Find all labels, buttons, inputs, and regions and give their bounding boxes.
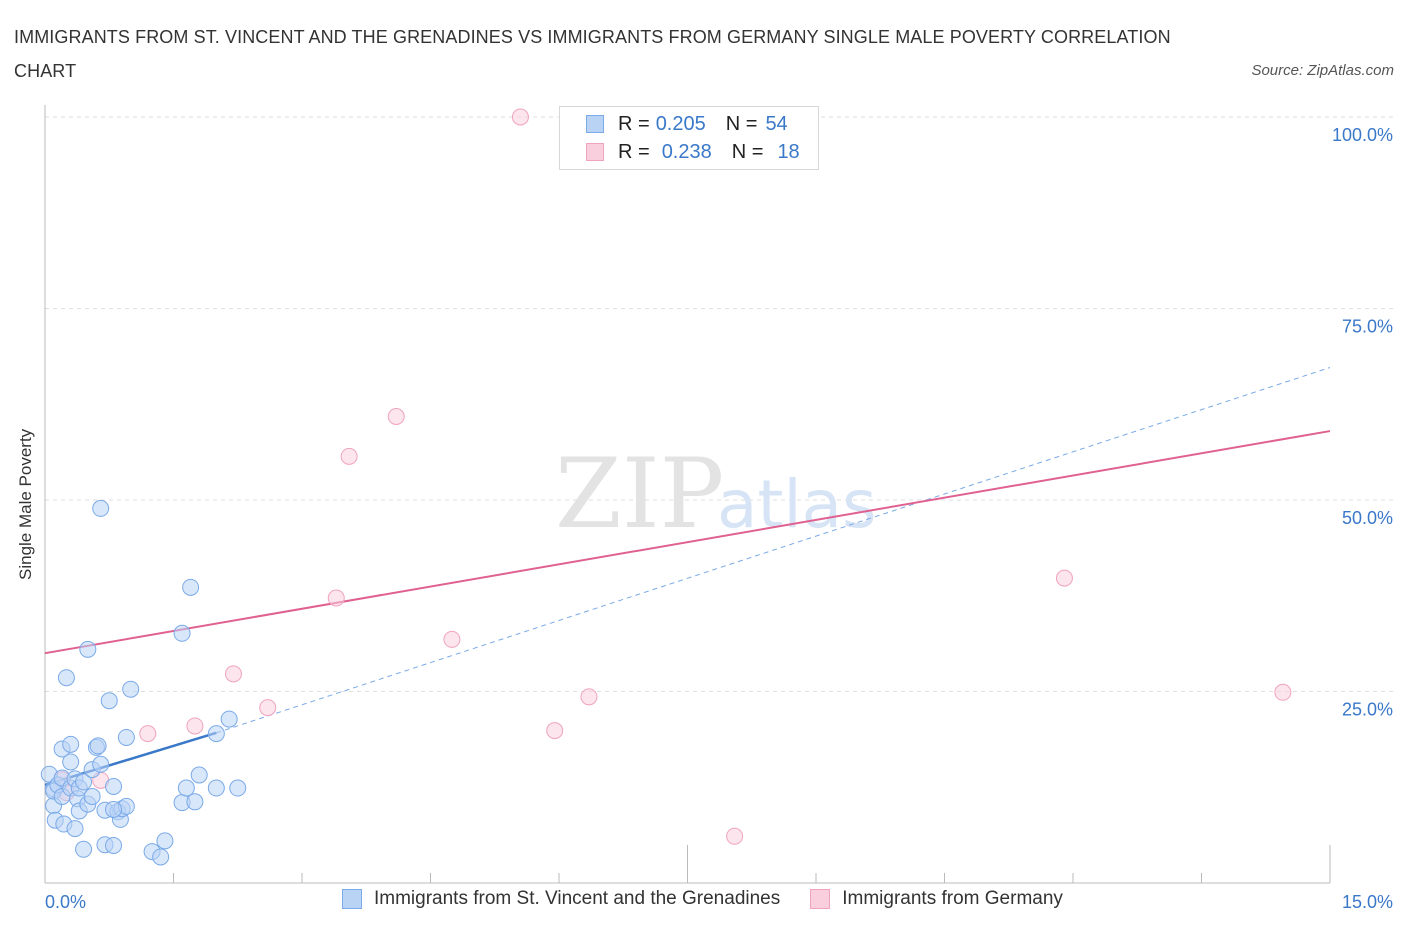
- data-point-vincent: [177, 779, 195, 797]
- legend-item-germany: Immigrants from Germany: [810, 888, 1063, 910]
- legend-swatch-blue: [342, 889, 362, 909]
- trend-lines: [44, 367, 1331, 787]
- legend-n-value: 54: [765, 112, 788, 135]
- chart-title: IMMIGRANTS FROM ST. VINCENT AND THE GREN…: [14, 27, 1171, 81]
- data-point-vincent: [105, 836, 123, 854]
- data-point-vincent: [105, 800, 123, 818]
- data-point-vincent: [152, 848, 170, 866]
- legend-r-value: 0.238: [661, 140, 712, 163]
- data-point-germany: [511, 108, 529, 126]
- data-point-germany: [340, 447, 358, 465]
- data-point-vincent: [186, 793, 204, 811]
- correlation-legend: R = 0.205 N = 54 R = 0.238 N = 18: [559, 106, 819, 170]
- data-point-vincent: [207, 725, 225, 743]
- legend-n-label: N =: [725, 112, 758, 135]
- x-tick-label: 0.0%: [45, 892, 86, 912]
- data-point-vincent: [229, 779, 247, 797]
- y-tick-label: 25.0%: [1342, 700, 1393, 720]
- axes: [44, 105, 1331, 884]
- data-point-vincent: [62, 753, 80, 771]
- legend-swatch-blue: [586, 115, 604, 133]
- legend-r-value: 0.205: [655, 112, 706, 135]
- data-point-germany: [387, 408, 405, 426]
- legend-row-vincent: R = 0.205 N = 54: [586, 111, 788, 137]
- watermark-zip: ZIP: [555, 438, 724, 550]
- legend-r-label: R =: [618, 112, 650, 135]
- trend-line-vincent-extended: [216, 367, 1331, 734]
- data-point-vincent: [190, 766, 208, 784]
- data-point-vincent: [89, 737, 107, 755]
- legend-swatch-pink: [810, 889, 831, 909]
- data-point-vincent: [62, 735, 80, 753]
- y-axis-label-wrap: Single Male Poverty: [16, 344, 36, 580]
- data-point-vincent: [122, 680, 140, 698]
- data-point-vincent: [117, 728, 135, 746]
- data-point-germany: [186, 717, 204, 735]
- data-point-germany: [224, 665, 242, 683]
- trend-line-germany: [44, 430, 1331, 655]
- data-point-vincent: [207, 779, 225, 797]
- legend-series-name: Immigrants from Germany: [842, 888, 1063, 909]
- data-point-germany: [259, 699, 277, 717]
- data-point-vincent: [182, 578, 200, 596]
- data-point-vincent: [100, 692, 118, 710]
- source-label: Source: ZipAtlas.com: [1251, 62, 1394, 79]
- data-point-vincent: [57, 669, 75, 687]
- data-point-vincent: [92, 755, 110, 773]
- data-point-vincent: [105, 777, 123, 795]
- y-tick-label: 75.0%: [1342, 317, 1393, 337]
- legend-n-value: 18: [777, 140, 800, 163]
- legend-swatch-pink: [586, 143, 604, 161]
- data-point-vincent: [220, 710, 238, 728]
- tick-labels: 25.0% 50.0% 75.0% 100.0% 0.0% 15.0%: [45, 125, 1393, 912]
- grid-lines: [45, 116, 1395, 692]
- data-point-germany: [327, 589, 345, 607]
- data-point-vincent: [75, 840, 93, 858]
- data-point-vincent: [79, 640, 97, 658]
- data-point-vincent: [173, 624, 191, 642]
- series-legend: Immigrants from St. Vincent and the Gren…: [342, 888, 1093, 910]
- y-tick-label: 50.0%: [1342, 508, 1393, 528]
- data-point-vincent: [92, 499, 110, 517]
- data-point-germany: [1274, 683, 1292, 701]
- data-point-germany: [546, 722, 564, 740]
- data-point-vincent: [75, 773, 93, 791]
- legend-item-vincent: Immigrants from St. Vincent and the Gren…: [342, 888, 780, 910]
- data-point-germany: [139, 725, 157, 743]
- legend-n-label: N =: [731, 140, 764, 163]
- data-point-vincent: [83, 787, 101, 805]
- data-point-germany: [580, 688, 598, 706]
- data-point-germany: [726, 827, 744, 845]
- data-point-germany: [1055, 569, 1073, 587]
- y-axis-label: Single Male Poverty: [16, 428, 35, 580]
- y-tick-label: 100.0%: [1332, 125, 1393, 145]
- data-points: [40, 108, 1292, 866]
- data-point-vincent: [66, 820, 84, 838]
- data-point-germany: [443, 630, 461, 648]
- watermark-atlas: atlas: [717, 466, 877, 543]
- legend-row-germany: R = 0.238 N = 18: [586, 139, 800, 165]
- data-point-vincent: [156, 832, 174, 850]
- legend-series-name: Immigrants from St. Vincent and the Gren…: [374, 888, 781, 909]
- x-tick-label: 15.0%: [1342, 892, 1393, 912]
- legend-r-label: R =: [618, 140, 650, 163]
